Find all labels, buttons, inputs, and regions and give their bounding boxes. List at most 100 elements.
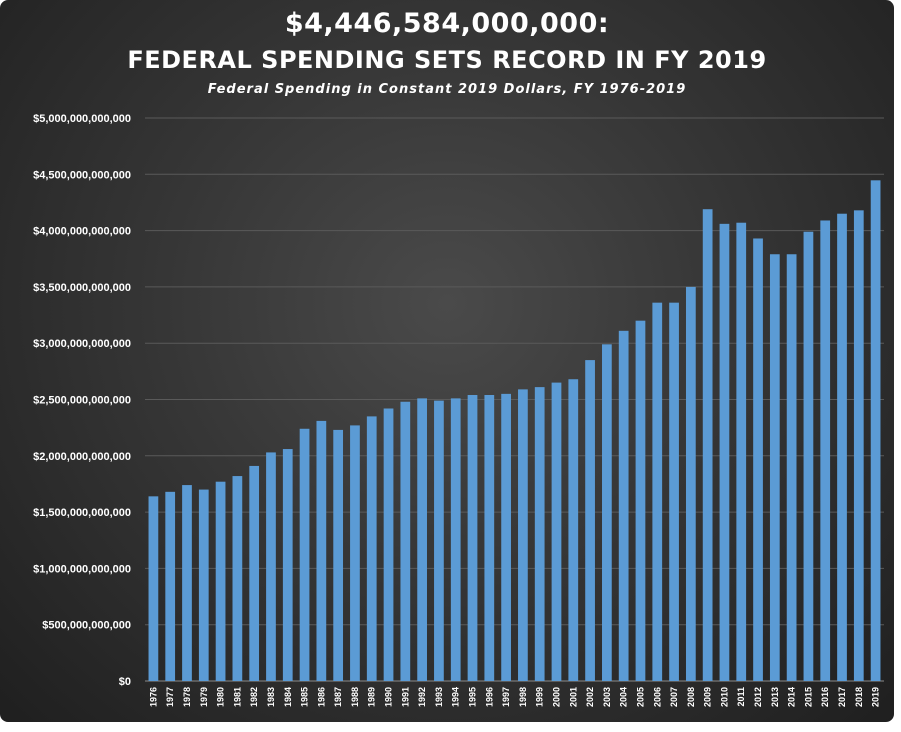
bar [400,401,411,681]
bar [299,428,310,681]
bar [350,425,360,681]
x-tick-label: 2013 [770,687,780,707]
chart-title-line2: FEDERAL SPENDING SETS RECORD IN FY 2019 [127,46,767,74]
bar [501,393,511,681]
x-tick-label: 1993 [434,687,444,707]
y-tick-label: $4,500,000,000,000 [33,169,131,181]
x-tick-label: 1986 [316,687,326,707]
bar [198,489,209,681]
x-tick-label: 1987 [333,687,343,707]
bar [669,302,679,681]
bar [585,360,595,681]
y-tick-label: $4,000,000,000,000 [33,226,131,238]
y-tick-label: $5,000,000,000,000 [33,113,131,125]
bar [820,220,831,681]
x-tick-label: 2016 [820,687,830,707]
bar [719,223,730,681]
bar [652,302,663,681]
bar-chart: $0 $500,000,000,000 $1,000,000,000,000 $1,5… [33,113,884,707]
chart-title: $4,446,584,000,000: [284,8,610,39]
x-tick-label: 1991 [400,687,410,707]
x-tick-label: 1995 [468,687,478,707]
bar [618,330,629,681]
x-tick-label: 2002 [585,687,595,707]
bar [215,481,226,681]
bar [182,485,192,681]
x-tick-label: 1984 [283,687,293,707]
x-tick-label: 2011 [736,687,746,707]
bar [551,382,562,681]
bar [753,238,763,681]
x-tick-label: 1994 [451,687,461,707]
bar [837,213,847,681]
x-tick-label: 2015 [803,687,813,707]
bar [568,379,579,681]
y-tick-label: $1,000,000,000,000 [33,563,131,575]
x-tick-label: 1990 [384,687,394,707]
x-tick-label: 1981 [232,687,242,707]
x-tick-label: 2014 [787,687,797,707]
bar [484,394,495,681]
x-tick-label: 1980 [216,687,226,707]
x-tick-label: 2017 [837,687,847,707]
y-tick-label: $3,500,000,000,000 [33,282,131,294]
x-tick-label: 1998 [518,687,528,707]
bar [635,320,646,681]
bar [853,210,864,681]
bar [266,452,276,681]
bar [417,398,427,681]
x-tick-label: 2000 [551,687,561,707]
y-tick-label: $1,500,000,000,000 [33,507,131,519]
x-tick-label: 1989 [367,687,377,707]
bar [602,344,612,681]
bar [232,476,243,681]
x-tick-label: 1976 [148,687,158,707]
x-tick-label: 1996 [484,687,494,707]
y-tick-label: $3,000,000,000,000 [33,338,131,350]
bar [434,400,444,681]
bar [165,491,176,681]
bar [333,429,344,681]
y-tick-label: $2,500,000,000,000 [33,395,131,407]
bar [702,209,713,681]
bar [786,254,797,681]
x-tick-label: 1997 [501,687,511,707]
bar [518,389,528,681]
bar [870,180,881,681]
y-tick-label: $0 [119,676,131,688]
y-tick-label: $2,000,000,000,000 [33,451,131,463]
x-tick-label: 2012 [753,687,763,707]
x-tick-label: 2009 [703,687,713,707]
x-tick-label: 1985 [300,687,310,707]
bar [685,286,696,681]
x-tick-label: 2008 [686,687,696,707]
bar [148,496,159,681]
x-tick-label: 1977 [165,687,175,707]
bar [383,408,394,681]
x-tick-label: 2010 [719,687,729,707]
x-tick-label: 1999 [535,687,545,707]
bar [803,231,814,681]
bar [534,387,545,681]
x-tick-label: 1992 [417,687,427,707]
x-tick-label: 2006 [652,687,662,707]
x-tick-label: 2003 [602,687,612,707]
x-tick-label: 1983 [266,687,276,707]
bar [769,254,780,681]
bar [450,398,461,681]
bar [467,394,478,681]
y-tick-label: $500,000,000,000 [42,620,131,632]
x-tick-label: 1982 [249,687,259,707]
bar [282,449,293,681]
chart-subtitle: Federal Spending in Constant 2019 Dollar… [207,82,687,97]
x-tick-label: 2007 [669,687,679,707]
bar [736,222,747,681]
bar [249,465,260,681]
x-tick-label: 2018 [854,687,864,707]
x-tick-label: 1978 [182,687,192,707]
x-tick-label: 1979 [199,687,209,707]
bar [366,416,377,681]
x-tick-label: 2004 [619,687,629,707]
bar [316,420,327,681]
x-tick-label: 2005 [635,687,645,707]
